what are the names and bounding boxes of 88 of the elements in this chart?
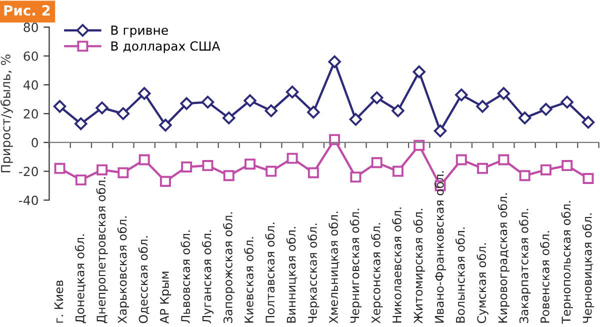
y-tick-label: 0 <box>32 138 38 148</box>
legend-label: В долларах США <box>111 41 220 54</box>
point <box>349 113 362 126</box>
point <box>264 104 278 118</box>
point <box>562 160 573 172</box>
x-tick-label: Запорожская обл. <box>223 212 235 323</box>
x-tick-label: Закарпатская обл. <box>519 209 531 323</box>
point <box>75 174 86 186</box>
point <box>582 116 595 129</box>
point <box>96 101 108 114</box>
y-tick-label: 20 <box>24 109 38 119</box>
x-tick-label: Житомирская обл. <box>413 208 425 324</box>
x-tick-label: Донецкая обл. <box>74 234 86 324</box>
x-tick-label: Днепропетровская обл. <box>96 177 108 324</box>
point <box>244 94 256 108</box>
x-tick-label: Николаевская обл. <box>392 208 402 323</box>
x-tick-label: Волынская обл. <box>455 228 465 323</box>
point <box>160 176 171 187</box>
point <box>540 102 552 116</box>
point <box>223 170 234 182</box>
point <box>370 91 384 104</box>
point <box>308 167 319 178</box>
point <box>286 86 299 98</box>
point <box>498 154 510 166</box>
point <box>350 172 362 183</box>
x-tick-label: АР Крым <box>160 272 172 324</box>
point <box>118 167 129 178</box>
x-tick-label: Полтавская обл. <box>265 222 275 323</box>
point <box>328 55 341 68</box>
point <box>477 162 488 174</box>
chart-title: Рис. 2 <box>4 5 50 16</box>
x-tick-label: Черниговская обл. <box>350 208 362 323</box>
point <box>540 164 552 176</box>
x-tick-label: Хмельницкая обл. <box>328 212 340 324</box>
point <box>518 112 532 124</box>
point <box>180 97 193 110</box>
x-tick-label: Черкасская обл. <box>308 224 320 323</box>
point <box>96 164 108 176</box>
point <box>74 117 88 130</box>
point <box>560 96 574 108</box>
x-tick-label: Ровенская обл. <box>540 231 550 323</box>
point <box>497 87 510 100</box>
point <box>434 124 447 138</box>
x-tick-label: Тернопольская обл. <box>561 201 573 324</box>
y-tick-label: -40 <box>18 196 38 206</box>
point <box>222 112 236 124</box>
point <box>244 158 256 170</box>
x-tick-label: Винницкая обл. <box>286 227 298 323</box>
point <box>371 157 382 168</box>
point <box>138 87 151 100</box>
point <box>392 166 404 177</box>
point <box>392 104 404 118</box>
point <box>412 65 426 78</box>
point <box>456 154 467 166</box>
point <box>201 96 214 108</box>
point <box>519 170 530 182</box>
point <box>116 107 130 120</box>
point <box>455 88 468 102</box>
y-tick-label: 40 <box>23 80 38 90</box>
x-tick-label: Луганская обл. <box>202 230 214 324</box>
x-tick-label: г. Киев <box>54 280 64 323</box>
point <box>307 106 320 119</box>
x-tick-label: Киевская обл. <box>244 237 254 323</box>
point <box>582 173 594 184</box>
point <box>476 100 489 113</box>
y-tick-label: 80 <box>24 22 38 32</box>
point <box>266 166 277 177</box>
x-tick-label: Херсонская обл. <box>371 223 383 324</box>
point <box>202 160 214 172</box>
x-tick-label: Ивано-Франковская обл. <box>434 171 446 323</box>
x-tick-label: Одесская обл. <box>138 236 150 324</box>
point <box>138 154 150 166</box>
point <box>53 100 66 113</box>
y-tick-label: -20 <box>18 166 38 176</box>
point <box>159 118 172 132</box>
x-tick-label: Черновицкая обл. <box>582 214 594 323</box>
point <box>181 161 192 172</box>
point <box>414 140 425 151</box>
y-tick-label: 60 <box>24 51 38 61</box>
point <box>329 134 340 146</box>
y-axis-title: Прирост/убыль, % <box>0 54 13 172</box>
point <box>54 162 66 174</box>
x-tick-label: Харьковская обл. <box>117 216 129 324</box>
legend-label: В гривне <box>111 26 168 38</box>
x-tick-label: Кировоградская обл. <box>498 193 510 323</box>
x-tick-label: Львовская обл. <box>180 230 190 324</box>
point <box>286 152 298 164</box>
x-tick-label: Сумская обл. <box>476 243 488 324</box>
